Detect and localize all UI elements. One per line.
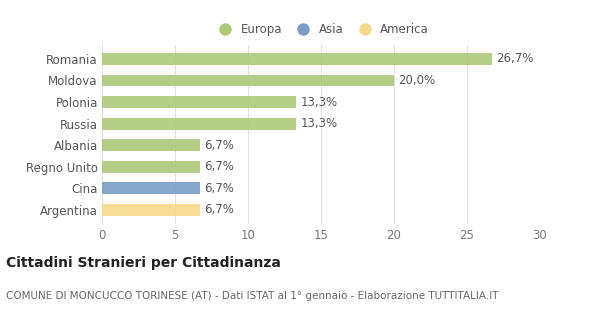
Text: 26,7%: 26,7%: [496, 52, 533, 65]
Text: 13,3%: 13,3%: [301, 96, 338, 108]
Bar: [102, 53, 492, 65]
Text: 6,7%: 6,7%: [204, 204, 234, 216]
Bar: [102, 182, 200, 194]
Bar: [102, 118, 296, 130]
Bar: [102, 139, 200, 151]
Bar: [102, 204, 200, 216]
Text: 6,7%: 6,7%: [204, 182, 234, 195]
Text: COMUNE DI MONCUCCO TORINESE (AT) - Dati ISTAT al 1° gennaio - Elaborazione TUTTI: COMUNE DI MONCUCCO TORINESE (AT) - Dati …: [6, 291, 499, 301]
Text: 6,7%: 6,7%: [204, 160, 234, 173]
Text: 13,3%: 13,3%: [301, 117, 338, 130]
Text: 20,0%: 20,0%: [398, 74, 436, 87]
Text: Cittadini Stranieri per Cittadinanza: Cittadini Stranieri per Cittadinanza: [6, 256, 281, 270]
Text: 6,7%: 6,7%: [204, 139, 234, 152]
Bar: [102, 161, 200, 173]
Legend: Europa, Asia, America: Europa, Asia, America: [209, 19, 433, 41]
Bar: [102, 75, 394, 86]
Bar: [102, 96, 296, 108]
